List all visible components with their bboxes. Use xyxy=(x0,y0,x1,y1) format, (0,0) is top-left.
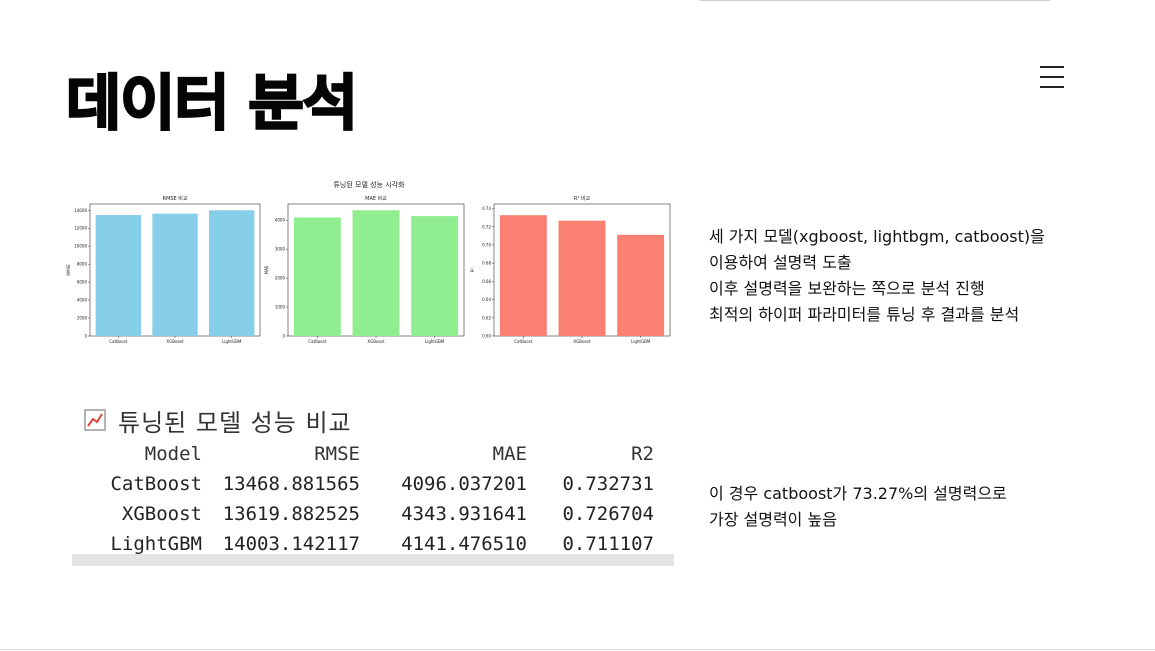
chart-suptitle: 튜닝된 모델 성능 시각화 xyxy=(333,180,405,189)
column-header-r2: R2 xyxy=(631,443,654,465)
bar-catboost xyxy=(95,215,141,336)
bar-lightgbm xyxy=(209,210,255,336)
y-tick-label: 0.74 xyxy=(482,206,491,211)
y-tick-label: 0 xyxy=(84,334,87,339)
cell-model: CatBoost xyxy=(110,473,202,495)
y-tick-label: 12000 xyxy=(74,226,87,231)
y-axis-label: MAE xyxy=(264,265,269,274)
x-tick-label: CatBoost xyxy=(109,339,128,344)
column-header-mae: MAE xyxy=(492,443,527,465)
y-tick-label: 0.70 xyxy=(482,242,491,247)
table-row: XGBoost 13619.882525 4343.931641 0.72670… xyxy=(80,499,654,529)
y-tick-label: 0.68 xyxy=(482,261,491,266)
bar-lightgbm xyxy=(617,234,665,336)
description-line: 이 경우 catboost가 73.27%의 설명력으로 xyxy=(709,484,1007,503)
description-line: 이후 설명력을 보완하는 쪽으로 분석 진행 xyxy=(709,279,985,298)
y-tick-label: 0.72 xyxy=(482,224,491,229)
y-tick-label: 0.60 xyxy=(482,334,491,339)
cell-mae: 4096.037201 xyxy=(401,473,527,495)
y-tick-label: 0.64 xyxy=(482,297,491,302)
y-axis-label: R² xyxy=(470,267,475,272)
y-tick-label: 3000 xyxy=(275,247,286,252)
cell-model: LightGBM xyxy=(110,533,202,555)
y-tick-label: 8000 xyxy=(77,262,88,267)
menu-line xyxy=(1040,86,1064,88)
description-block-2: 이 경우 catboost가 73.27%의 설명력으로 가장 설명력이 높음 xyxy=(709,481,1007,533)
y-tick-label: 6000 xyxy=(77,280,88,285)
cell-mae: 4141.476510 xyxy=(401,533,527,555)
menu-line xyxy=(1040,66,1064,68)
bar-xgboost xyxy=(152,213,198,336)
page-title: 데이터 분석 xyxy=(65,68,359,141)
bar-catboost xyxy=(499,215,547,336)
x-tick-label: XGBoost xyxy=(367,339,385,344)
bar-xgboost xyxy=(352,210,400,336)
bottom-divider xyxy=(0,649,1155,650)
chart-title: MAE 비교 xyxy=(365,195,387,202)
description-line: 세 가지 모델(xgboost, lightbgm, catboost)을 xyxy=(709,227,1045,246)
x-tick-label: XGBoost xyxy=(166,339,184,344)
top-divider xyxy=(700,0,1050,1)
column-header-model: Model xyxy=(144,443,202,465)
x-tick-label: XGBoost xyxy=(573,339,591,344)
x-tick-label: CatBoost xyxy=(514,339,533,344)
chart-title: R² 비교 xyxy=(574,195,591,202)
hamburger-menu-icon[interactable] xyxy=(1040,64,1066,90)
results-title: 튜닝된 모델 성능 비교 xyxy=(118,408,352,437)
chart-increasing-icon xyxy=(84,409,106,431)
y-tick-label: 0 xyxy=(282,334,285,339)
cell-mae: 4343.931641 xyxy=(401,503,527,525)
description-line: 최적의 하이퍼 파라미터를 튜닝 후 결과를 분석 xyxy=(709,305,1020,324)
y-axis-label: RMSE xyxy=(66,264,71,276)
x-tick-label: LightGBM xyxy=(222,339,242,344)
y-tick-label: 2000 xyxy=(77,316,88,321)
x-tick-label: CatBoost xyxy=(308,339,327,344)
results-header: 튜닝된 모델 성능 비교 xyxy=(84,404,352,437)
chart-title: RMSE 비교 xyxy=(163,195,188,202)
y-tick-label: 14000 xyxy=(74,208,87,213)
x-tick-label: LightGBM xyxy=(425,339,445,344)
model-performance-chart: 튜닝된 모델 성능 시각화 RMSE 비교 RMSE 0 2000 4000 6000 800… xyxy=(64,176,674,346)
screenshot-crop-edge xyxy=(72,554,674,566)
y-tick-label: 1000 xyxy=(275,305,286,310)
cell-rmse: 13619.882525 xyxy=(222,503,360,525)
y-tick-label: 0.62 xyxy=(482,315,491,320)
bar-catboost xyxy=(293,217,341,336)
bar-xgboost xyxy=(558,220,606,336)
table-header-row: Model RMSE MAE R2 xyxy=(80,439,654,469)
cell-model: XGBoost xyxy=(121,503,202,525)
y-tick-label: 10000 xyxy=(74,244,87,249)
cell-r2: 0.732731 xyxy=(562,473,654,495)
results-screenshot: 튜닝된 모델 성능 비교 Model RMSE MAE R2 CatBoost … xyxy=(72,398,674,566)
results-table: Model RMSE MAE R2 CatBoost 13468.881565 … xyxy=(80,439,654,559)
description-line: 가장 설명력이 높음 xyxy=(709,510,837,529)
bar-lightgbm xyxy=(411,216,459,336)
column-header-rmse: RMSE xyxy=(314,443,360,465)
menu-line xyxy=(1040,76,1064,78)
table-row: LightGBM 14003.142117 4141.476510 0.7111… xyxy=(80,529,654,559)
x-tick-label: LightGBM xyxy=(631,339,651,344)
y-tick-label: 0.66 xyxy=(482,279,491,284)
y-tick-label: 2000 xyxy=(275,276,286,281)
description-block-1: 세 가지 모델(xgboost, lightbgm, catboost)을 이용… xyxy=(709,224,1045,328)
cell-rmse: 14003.142117 xyxy=(222,533,360,555)
y-tick-label: 4000 xyxy=(275,218,286,223)
chart-svg: 튜닝된 모델 성능 시각화 RMSE 비교 RMSE 0 2000 4000 6000 800… xyxy=(66,180,671,344)
y-tick-label: 4000 xyxy=(77,298,88,303)
description-line: 이용하여 설명력 도출 xyxy=(709,253,852,272)
table-row: CatBoost 13468.881565 4096.037201 0.7327… xyxy=(80,469,654,499)
cell-r2: 0.726704 xyxy=(562,503,654,525)
cell-r2: 0.711107 xyxy=(562,533,654,555)
cell-rmse: 13468.881565 xyxy=(222,473,360,495)
